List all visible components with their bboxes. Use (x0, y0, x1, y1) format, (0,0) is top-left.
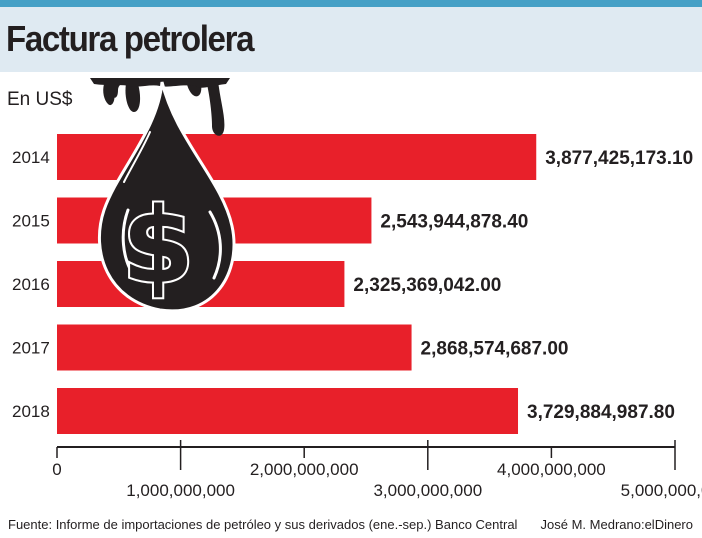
category-label-2018: 2018 (12, 402, 50, 421)
bar-2018 (57, 388, 519, 434)
value-label-2017: 2,868,574,687.00 (421, 339, 569, 360)
x-axis: 0 1,000,000,000 2,000,000,000 3,000,000,000… (52, 440, 702, 500)
value-label-2014: 3,877,425,173.10 (545, 148, 693, 169)
x-tick-label-4: 4,000,000,000 (497, 460, 606, 479)
x-tick-label-1: 1,000,000,000 (126, 481, 235, 500)
category-label-2014: 2014 (12, 148, 50, 167)
x-tick-label-3: 3,000,000,000 (373, 481, 482, 500)
top-accent-stripe (0, 0, 702, 7)
category-label-2015: 2015 (12, 212, 50, 231)
source-note: Fuente: Informe de importaciones de petr… (8, 517, 518, 532)
bar-2017 (57, 324, 412, 371)
title-band (0, 7, 702, 72)
category-label-2016: 2016 (12, 275, 50, 294)
value-label-2015: 2,543,944,878.40 (380, 212, 528, 233)
chart-title: Factura petrolera (6, 18, 254, 59)
unit-label: En US$ (7, 89, 73, 110)
oil-drop-dollar-icon: $ (90, 78, 236, 313)
svg-text:$: $ (122, 185, 194, 307)
author-credit: José M. Medrano:elDinero (540, 517, 693, 532)
x-tick-label-5: 5,000,000,000 (621, 481, 702, 500)
category-label-2017: 2017 (12, 339, 50, 358)
x-tick-label-2: 2,000,000,000 (250, 460, 359, 479)
x-tick-label-0: 0 (52, 460, 61, 479)
labels-layer: 2014 3,877,425,173.10 2015 2,543,944,878.40… (12, 148, 693, 423)
value-label-2016: 2,325,369,042.00 (353, 275, 501, 296)
value-label-2018: 3,729,884,987.80 (527, 402, 675, 423)
